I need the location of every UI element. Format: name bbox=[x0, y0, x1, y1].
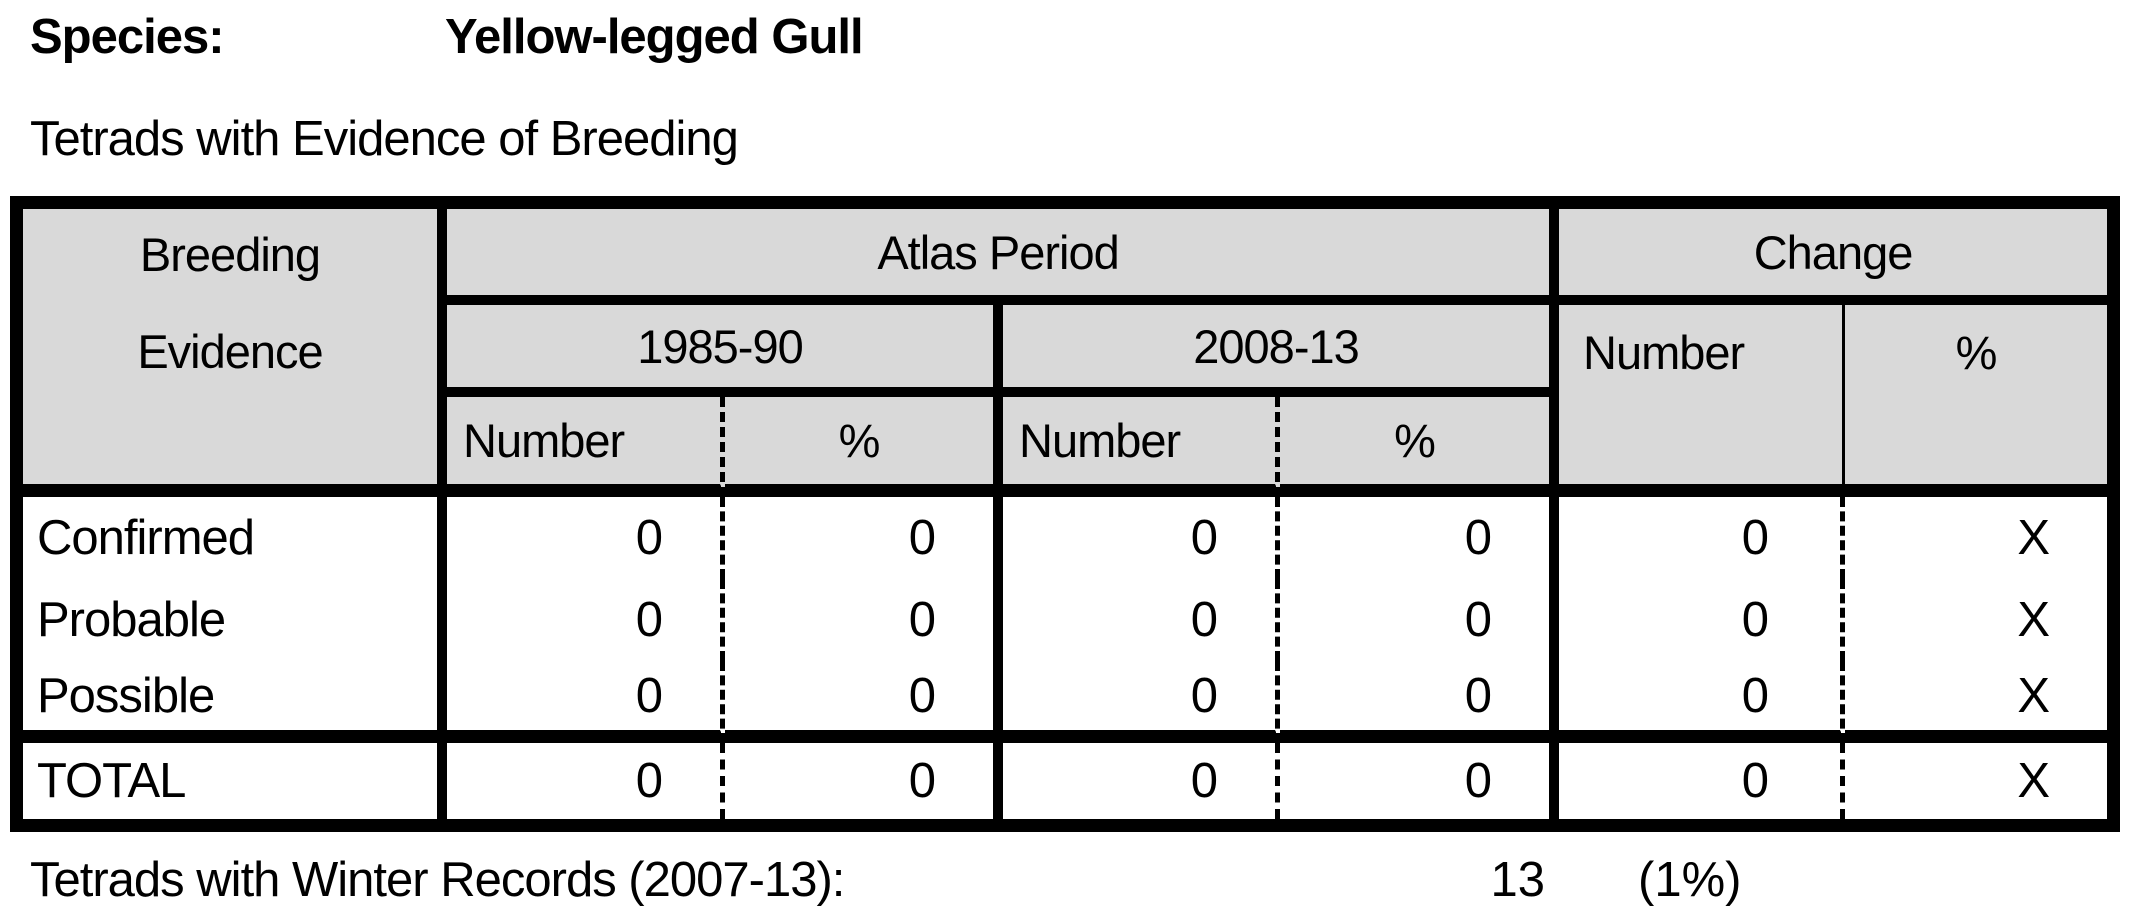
confirmed-change-percent: X bbox=[2017, 511, 2050, 565]
header-p1-percent: % bbox=[725, 397, 1003, 497]
species-label: Species: bbox=[30, 10, 225, 64]
row-possible: Possible 0 0 0 0 0 X bbox=[23, 661, 2108, 743]
total-label: TOTAL bbox=[23, 743, 447, 819]
breeding-evidence-table: Breeding Evidence Atlas Period Change 19… bbox=[10, 196, 2120, 832]
page-subtitle: Tetrads with Evidence of Breeding bbox=[30, 112, 739, 166]
total-p2-number: 0 bbox=[1003, 743, 1280, 819]
header-change-number: Number bbox=[1559, 305, 1846, 497]
header-p2-number: Number bbox=[1003, 397, 1280, 497]
total-change-number: 0 bbox=[1559, 743, 1846, 819]
total-p2-percent: 0 bbox=[1280, 743, 1560, 819]
total-p1-number: 0 bbox=[447, 743, 725, 819]
probable-label: Probable bbox=[23, 579, 447, 661]
species-line: Species: Yellow-legged Gull bbox=[30, 8, 864, 67]
possible-p1-percent: 0 bbox=[725, 661, 1003, 743]
probable-change-percent: X bbox=[2017, 593, 2050, 647]
species-value: Yellow-legged Gull bbox=[445, 10, 864, 64]
total-p1-percent: 0 bbox=[725, 743, 1003, 819]
header-row-2: 1985-90 2008-13 Number % bbox=[23, 305, 2108, 497]
probable-p1-percent: 0 bbox=[725, 579, 1003, 661]
probable-change-number: 0 bbox=[1559, 579, 1846, 661]
confirmed-label: Confirmed bbox=[23, 497, 447, 579]
header-period-1985-90: 1985-90 bbox=[447, 305, 1003, 397]
row-confirmed: Confirmed 0 0 0 0 0 X bbox=[23, 497, 2107, 579]
possible-p2-number: 0 bbox=[1003, 661, 1280, 743]
confirmed-change-number: 0 bbox=[1559, 497, 1846, 579]
probable-p2-percent: 0 bbox=[1280, 579, 1560, 661]
header-breeding-line2: Evidence bbox=[137, 325, 323, 378]
header-breeding-evidence: Breeding Evidence bbox=[23, 209, 447, 497]
confirmed-p2-number: 0 bbox=[1003, 497, 1280, 579]
breeding-table: Breeding Evidence Atlas Period Change 19… bbox=[23, 209, 2108, 819]
header-breeding-line1: Breeding bbox=[139, 228, 321, 281]
probable-p1-number: 0 bbox=[447, 579, 725, 661]
total-change-percent: X bbox=[2017, 754, 2050, 808]
winter-records-count: 13 bbox=[1490, 853, 1545, 907]
row-total: TOTAL 0 0 0 0 0 X bbox=[23, 743, 2107, 819]
possible-change-percent: X bbox=[1845, 661, 2108, 743]
winter-records-percent: (1%) bbox=[1638, 853, 1742, 907]
possible-p2-percent: 0 bbox=[1280, 661, 1560, 743]
header-row-3: Number % Number % bbox=[23, 397, 2107, 497]
header-p1-number: Number bbox=[447, 397, 725, 497]
header-change: Change bbox=[1559, 209, 2108, 305]
header-change-percent: % bbox=[1845, 305, 2108, 497]
winter-records-label: Tetrads with Winter Records (2007-13): bbox=[30, 853, 845, 907]
header-period-2008-13: 2008-13 bbox=[1003, 305, 1560, 397]
possible-label: Possible bbox=[23, 661, 447, 743]
confirmed-p1-number: 0 bbox=[447, 497, 725, 579]
confirmed-p2-percent: 0 bbox=[1280, 497, 1560, 579]
breeding-evidence-stack: Breeding Evidence bbox=[23, 209, 437, 375]
possible-p1-number: 0 bbox=[447, 661, 725, 743]
header-row-1: Breeding Evidence Atlas Period Change bbox=[23, 209, 2108, 497]
confirmed-p1-percent: 0 bbox=[725, 497, 1003, 579]
header-p2-percent: % bbox=[1280, 397, 1560, 497]
header-atlas-period: Atlas Period bbox=[447, 209, 1560, 305]
possible-change-number: 0 bbox=[1559, 661, 1846, 743]
probable-p2-number: 0 bbox=[1003, 579, 1280, 661]
row-probable: Probable 0 0 0 0 0 X bbox=[23, 579, 2107, 661]
